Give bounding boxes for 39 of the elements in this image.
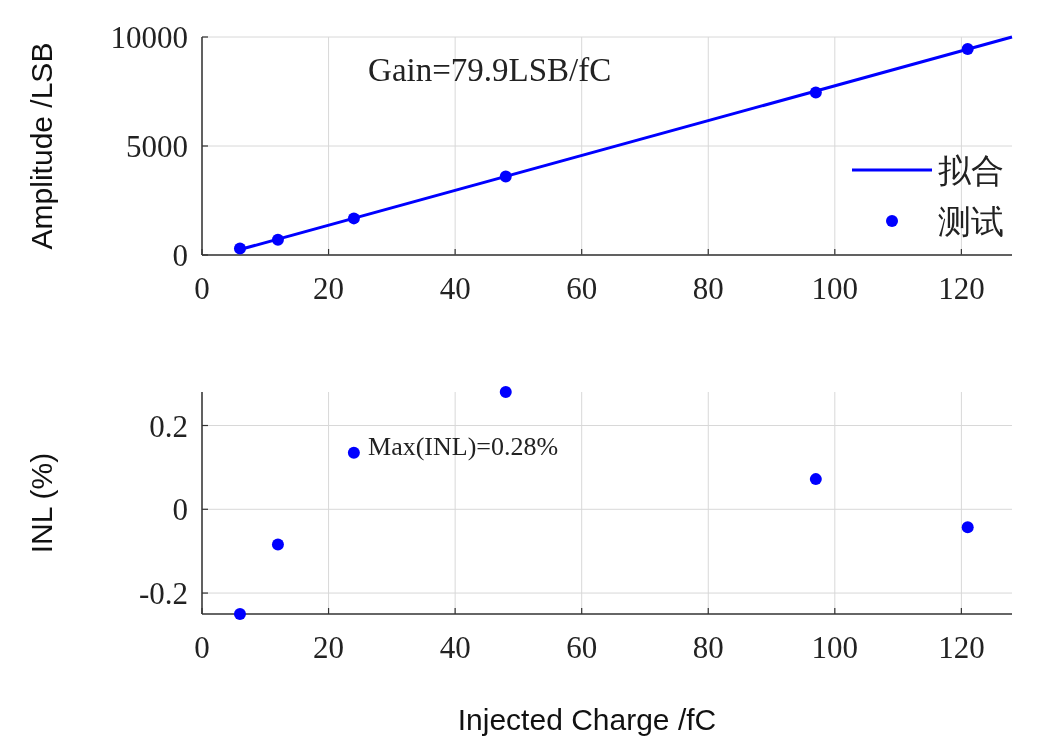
annotation: Gain=79.9LSB/fC [368,52,612,88]
x-tick-label: 20 [313,630,345,665]
x-tick-label: 60 [566,630,598,665]
legend-label: 测试 [938,204,1004,240]
x-tick-label: 40 [439,271,471,306]
y-tick-label: 5000 [126,129,188,164]
y-tick-label: 0 [172,492,188,528]
point [961,521,974,534]
y-axis-title: INL (%) [25,452,58,554]
x-tick-label: 120 [938,630,985,665]
y-axis-title: Amplitude /LSB [25,42,58,250]
legend-label: 拟合 [938,153,1004,189]
point [347,212,360,225]
x-tick-label: 80 [692,630,724,665]
x-tick-label: 100 [811,271,859,306]
point [271,538,284,551]
point [347,446,360,459]
point [233,608,246,620]
y-tick-label: 10000 [110,20,188,55]
x-axis-title: Injected Charge /fC [457,703,717,736]
point [961,42,974,55]
x-tick-label: 120 [938,271,985,306]
annotation: Max(INL)=0.28% [368,432,559,461]
x-tick-label: 100 [811,630,859,665]
x-tick-label: 0 [194,630,210,665]
y-tick-label: -0.2 [138,576,188,612]
point [499,386,512,398]
x-tick-label: 20 [313,271,345,306]
y-tick-label: 0.2 [149,408,188,444]
point [499,170,512,183]
x-tick-label: 0 [194,271,210,306]
x-tick-label: 40 [439,630,471,665]
point [271,233,284,246]
point [233,242,246,255]
point [809,86,822,99]
point [809,473,822,486]
x-tick-label: 60 [566,271,598,306]
y-tick-label: 0 [172,238,188,273]
x-tick-label: 80 [692,271,724,306]
